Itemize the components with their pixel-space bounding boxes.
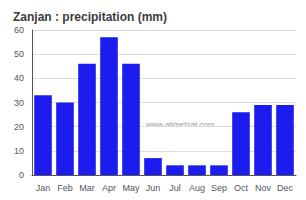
svg-text:30: 30 [14,98,24,108]
svg-text:10: 10 [14,146,24,156]
svg-text:Apr: Apr [102,183,116,193]
svg-text:Jun: Jun [146,183,161,193]
svg-text:Nov: Nov [255,183,272,193]
svg-text:Zanjan : precipitation (mm): Zanjan : precipitation (mm) [13,10,167,24]
svg-text:Feb: Feb [57,183,73,193]
svg-text:Aug: Aug [189,183,205,193]
svg-text:Mar: Mar [79,183,95,193]
svg-text:Sep: Sep [211,183,227,193]
svg-text:Oct: Oct [234,183,249,193]
svg-text:40: 40 [14,73,24,83]
svg-text:www.allmetsat.com: www.allmetsat.com [145,120,215,129]
svg-text:May: May [122,183,140,193]
svg-text:50: 50 [14,49,24,59]
svg-text:Jul: Jul [169,183,181,193]
svg-text:20: 20 [14,122,24,132]
svg-text:60: 60 [14,25,24,35]
svg-text:0: 0 [19,170,24,180]
svg-text:Jan: Jan [36,183,51,193]
svg-text:Dec: Dec [277,183,294,193]
